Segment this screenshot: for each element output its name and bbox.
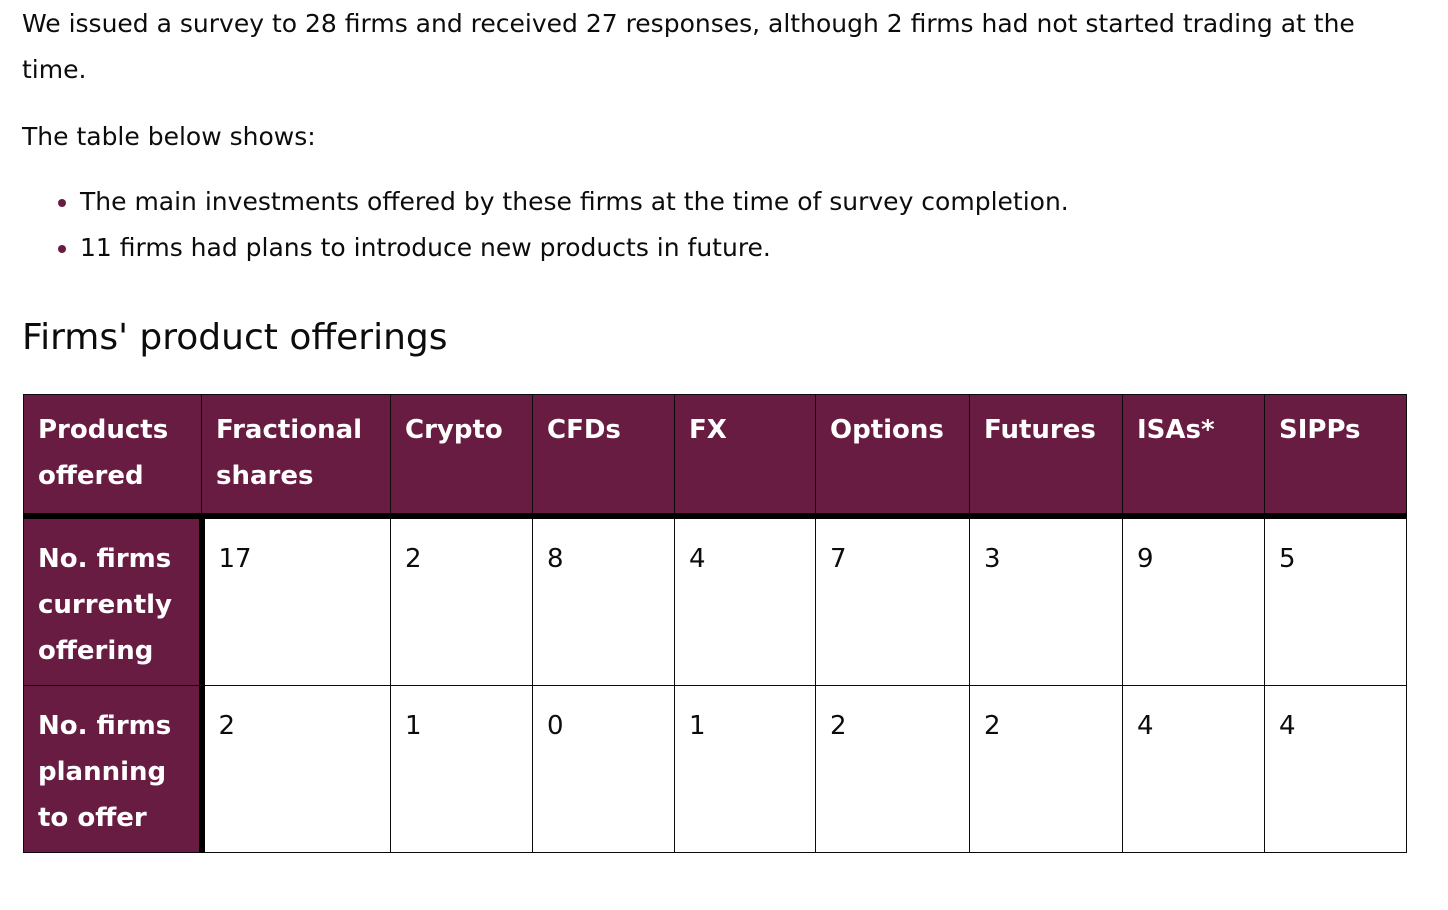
- table-cell: 0: [532, 685, 675, 853]
- table-row: No. firms currently offering 17 2 8 4 7 …: [23, 515, 1407, 686]
- article-body: We issued a survey to 28 firms and recei…: [22, 0, 1412, 360]
- row-header: No. firms planning to offer: [23, 685, 205, 853]
- table-cell: 2: [815, 685, 970, 853]
- table-cell: 2: [390, 515, 533, 686]
- lead-paragraph: The table below shows:: [22, 122, 316, 151]
- intro-paragraph: We issued a survey to 28 firms and recei…: [22, 9, 1355, 84]
- table-cell: 5: [1264, 515, 1407, 686]
- table-cell: 17: [201, 515, 391, 686]
- table-cell: 2: [201, 685, 391, 853]
- table-header-row: Products offered Fractional shares Crypt…: [23, 394, 1407, 519]
- table-row: No. firms planning to offer 2 1 0 1 2 2 …: [23, 685, 1407, 853]
- table-cell: 8: [532, 515, 675, 686]
- list-item: 11 firms had plans to introduce new prod…: [80, 225, 1412, 271]
- section-heading: Firms' product offerings: [22, 317, 448, 358]
- table-cell: 4: [1122, 685, 1265, 853]
- column-header: Products offered: [23, 394, 202, 519]
- product-offerings-table: Products offered Fractional shares Crypt…: [23, 394, 1407, 853]
- table-cell: 4: [674, 515, 816, 686]
- column-header: Fractional shares: [201, 394, 391, 519]
- table-cell: 4: [1264, 685, 1407, 853]
- column-header: FX: [674, 394, 816, 519]
- bullet-list: The main investments offered by these fi…: [22, 179, 1412, 271]
- table-cell: 3: [969, 515, 1123, 686]
- table-cell: 9: [1122, 515, 1265, 686]
- column-header: CFDs: [532, 394, 675, 519]
- table-cell: 2: [969, 685, 1123, 853]
- table-cell: 7: [815, 515, 970, 686]
- list-item: The main investments offered by these fi…: [80, 179, 1412, 225]
- column-header: ISAs*: [1122, 394, 1265, 519]
- column-header: Futures: [969, 394, 1123, 519]
- row-header: No. firms currently offering: [23, 515, 205, 686]
- table-cell: 1: [390, 685, 533, 853]
- column-header: Options: [815, 394, 970, 519]
- column-header: SIPPs: [1264, 394, 1407, 519]
- column-header: Crypto: [390, 394, 533, 519]
- table-cell: 1: [674, 685, 816, 853]
